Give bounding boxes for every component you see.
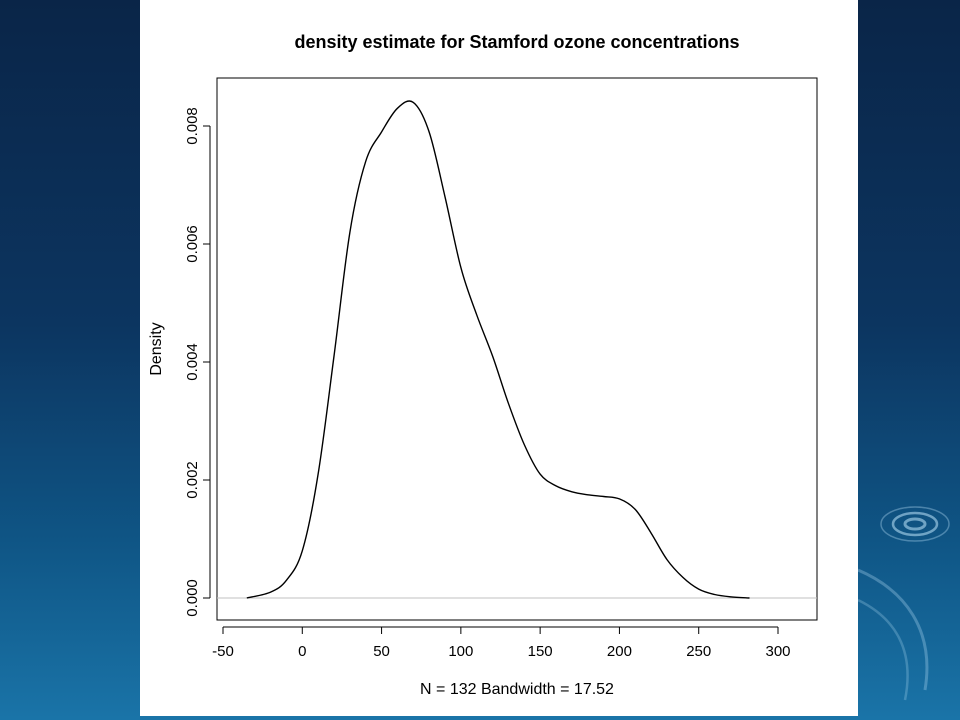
x-tick-label: 100 [448,643,473,660]
x-tick-label: 200 [607,643,632,660]
x-tick-label: -50 [212,643,234,660]
y-axis: 0.000 0.002 0.004 0.006 0.008 [184,107,211,617]
x-tick-label: 0 [298,643,306,660]
y-tick-label: 0.002 [184,461,201,499]
x-tick-label: 300 [765,643,790,660]
x-tick-label: 150 [528,643,553,660]
density-plot: density estimate for Stamford ozone conc… [148,32,818,698]
density-curve [246,100,750,599]
y-tick-label: 0.004 [184,343,201,381]
y-axis-label: Density [148,322,165,375]
chart-title: density estimate for Stamford ozone conc… [294,32,739,52]
x-tick-label: 250 [686,643,711,660]
x-axis: -50 0 50 100 150 200 250 300 [212,626,791,660]
y-tick-label: 0.008 [184,107,201,145]
x-axis-label: N = 132 Bandwidth = 17.52 [420,681,614,698]
x-tick-label: 50 [373,643,390,660]
y-tick-label: 0.000 [184,579,201,617]
y-tick-label: 0.006 [184,225,201,263]
density-plot-panel: density estimate for Stamford ozone conc… [140,0,858,716]
plot-frame [216,77,818,621]
